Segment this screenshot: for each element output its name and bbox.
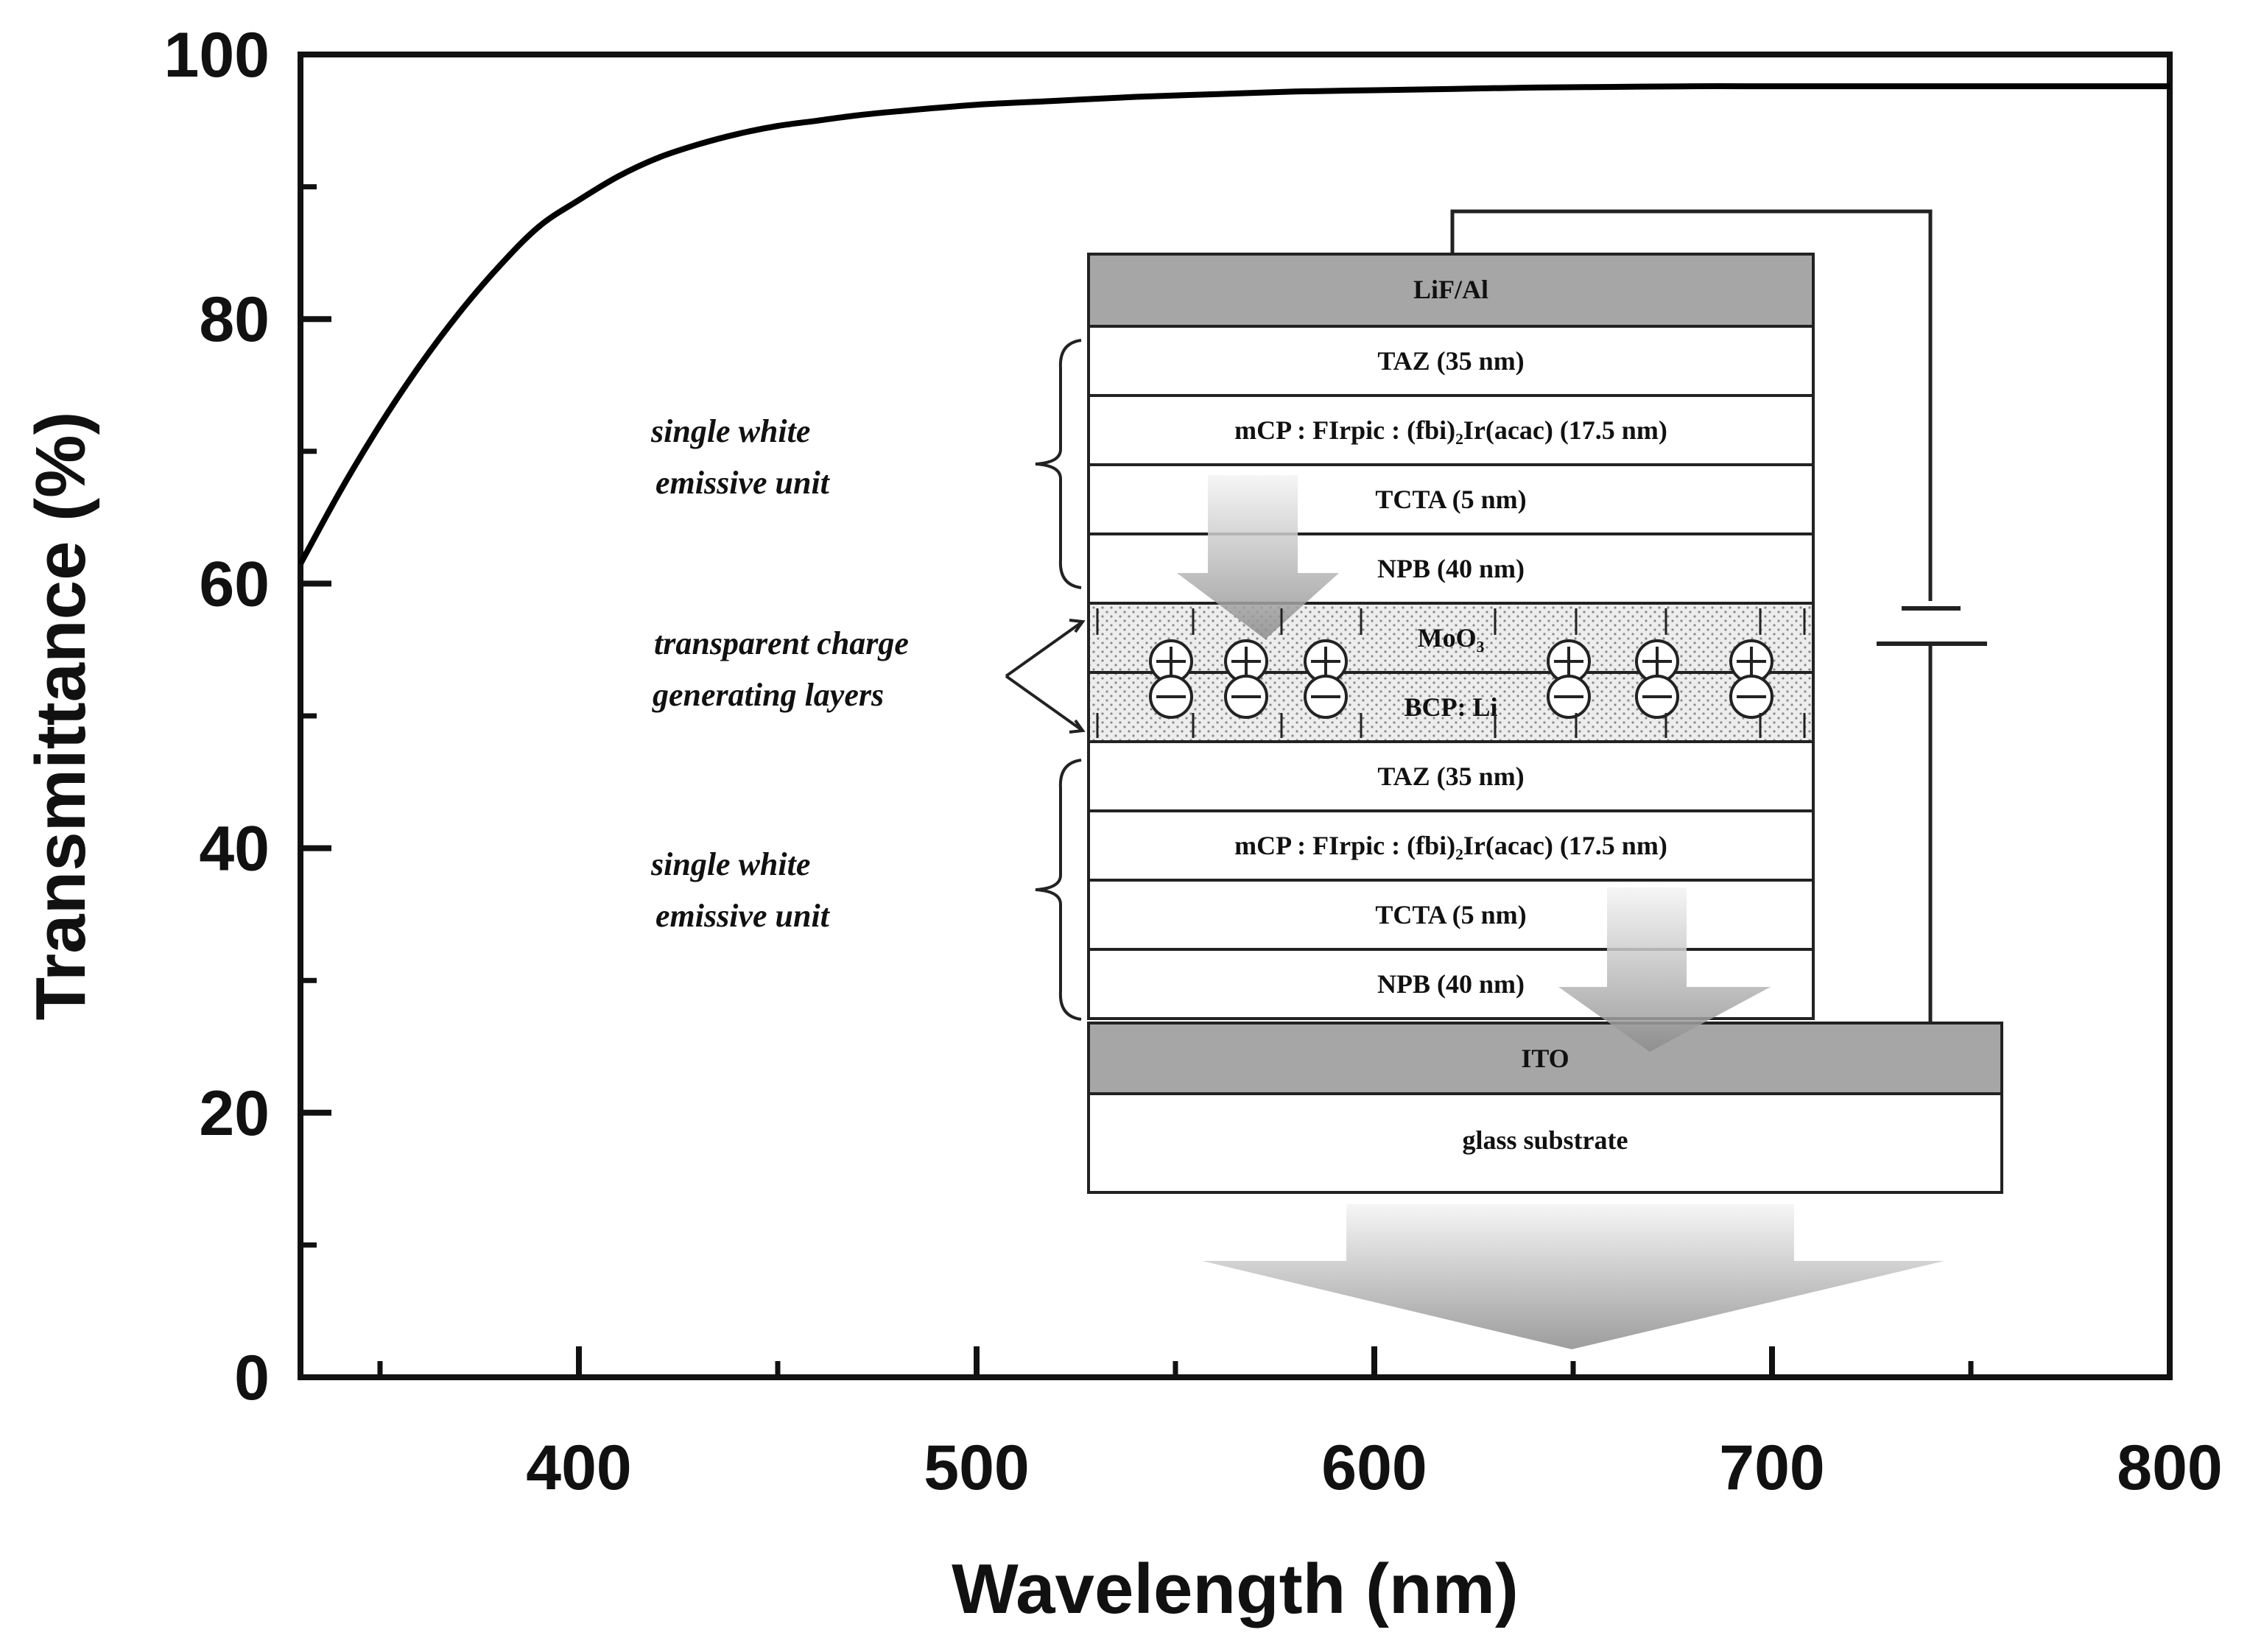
layer-tcta-top: TCTA (5 nm) — [1087, 463, 1815, 535]
emission-arrow-output — [1202, 1204, 1944, 1349]
y-tick-label: 40 — [199, 814, 270, 885]
y-axis-tick-labels: 0 20 40 60 80 100 — [164, 20, 270, 1413]
cgl-note-line1: transparent charge — [654, 625, 909, 661]
svg-text:mCP : FIrpic : (fbi)₂Ir(acac): mCP : FIrpic : (fbi)₂Ir(acac) (17.5 nm) — [1234, 415, 1667, 445]
x-tick-label: 600 — [1321, 1433, 1427, 1503]
y-axis-ticks — [300, 52, 331, 1380]
svg-text:TAZ (35 nm): TAZ (35 nm) — [1377, 762, 1524, 791]
x-axis-ticks — [377, 1346, 2173, 1377]
y-axis-title: Transmittance (%) — [21, 412, 100, 1021]
cgl-note-line2: generating layers — [652, 677, 884, 713]
svg-text:TCTA (5 nm): TCTA (5 nm) — [1375, 485, 1526, 514]
circuit-wire — [1450, 209, 1933, 1034]
cgl-pointer-lines — [1005, 619, 1086, 734]
y-tick-label: 0 — [234, 1343, 270, 1413]
svg-text:MoO₃: MoO₃ — [1418, 623, 1485, 653]
charge-pair — [1547, 639, 1591, 719]
transmittance-curve — [298, 83, 2170, 566]
x-tick-label: 700 — [1719, 1433, 1825, 1503]
svg-text:ITO: ITO — [1521, 1044, 1569, 1073]
layer-npb-bottom: NPB (40 nm) — [1087, 948, 1815, 1020]
layer-moo3: MoO₃ — [1087, 602, 1815, 674]
brace-top-unit — [1035, 339, 1082, 589]
x-axis-title: Wavelength (nm) — [952, 1550, 1519, 1628]
y-tick-label: 80 — [199, 284, 270, 355]
charge-carriers — [1096, 608, 1806, 738]
x-tick-label: 400 — [526, 1433, 632, 1503]
y-tick-label: 20 — [199, 1078, 270, 1149]
x-tick-label: 500 — [924, 1433, 1030, 1503]
charge-pair — [1304, 639, 1348, 719]
svg-text:NPB (40 nm): NPB (40 nm) — [1377, 969, 1525, 999]
layer-emissive-bottom: mCP : FIrpic : (fbi)₂Ir(acac) (17.5 nm) — [1087, 809, 1815, 882]
brace-bottom-unit — [1035, 759, 1082, 1021]
emission-arrow-top — [1177, 475, 1339, 639]
svg-text:LiF/Al: LiF/Al — [1413, 275, 1488, 304]
layer-emissive-top: mCP : FIrpic : (fbi)₂Ir(acac) (17.5 nm) — [1087, 394, 1815, 466]
charge-pair — [1224, 639, 1268, 719]
layer-tcta-bottom: TCTA (5 nm) — [1087, 879, 1815, 951]
svg-text:BCP: Li: BCP: Li — [1404, 692, 1497, 722]
x-tick-label: 800 — [2117, 1433, 2223, 1503]
svg-text:NPB (40 nm): NPB (40 nm) — [1377, 554, 1525, 583]
x-axis-tick-labels: 400 500 600 700 800 — [526, 1433, 2223, 1503]
device-structure-inset: LiF/Al TAZ (35 nm) mCP : FIrpic : (fbi)₂… — [650, 209, 2003, 1349]
svg-text:TCTA (5 nm): TCTA (5 nm) — [1375, 900, 1526, 929]
charge-pair — [1729, 639, 1773, 719]
svg-text:TAZ (35 nm): TAZ (35 nm) — [1377, 346, 1524, 376]
layer-bcp-li: BCP: Li — [1087, 671, 1815, 743]
battery-symbol — [1877, 606, 1987, 646]
layer-glass-substrate: glass substrate — [1087, 1092, 2003, 1194]
layer-lif-al: LiF/Al — [1087, 253, 1815, 328]
y-tick-label: 60 — [199, 549, 270, 619]
bottom-unit-note-line1: single white — [650, 846, 810, 882]
layer-npb-top: NPB (40 nm) — [1087, 532, 1815, 605]
emission-arrow-bottom — [1558, 887, 1771, 1052]
layer-taz-bottom: TAZ (35 nm) — [1087, 740, 1815, 812]
bottom-unit-note-line2: emissive unit — [655, 898, 831, 934]
charge-pair — [1149, 639, 1193, 719]
svg-text:mCP : FIrpic : (fbi)₂Ir(acac): mCP : FIrpic : (fbi)₂Ir(acac) (17.5 nm) — [1234, 831, 1667, 860]
svg-text:glass substrate: glass substrate — [1462, 1125, 1628, 1155]
layer-ito: ITO — [1087, 1022, 2003, 1095]
charge-pair — [1635, 639, 1679, 719]
top-unit-note-line1: single white — [650, 413, 810, 449]
layer-taz-top: TAZ (35 nm) — [1087, 325, 1815, 397]
y-tick-label: 100 — [164, 20, 270, 91]
top-unit-note-line2: emissive unit — [655, 465, 831, 501]
